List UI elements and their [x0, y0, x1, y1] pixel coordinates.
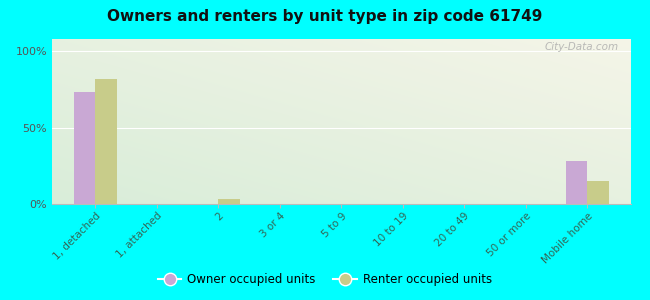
Bar	[73, 92, 95, 204]
Text: Owners and renters by unit type in zip code 61749: Owners and renters by unit type in zip c…	[107, 9, 543, 24]
Bar	[588, 181, 609, 204]
Bar	[218, 200, 240, 204]
Legend: Owner occupied units, Renter occupied units: Owner occupied units, Renter occupied un…	[153, 269, 497, 291]
Text: City-Data.com: City-Data.com	[545, 42, 619, 52]
Bar	[566, 161, 588, 204]
Bar	[95, 79, 116, 204]
